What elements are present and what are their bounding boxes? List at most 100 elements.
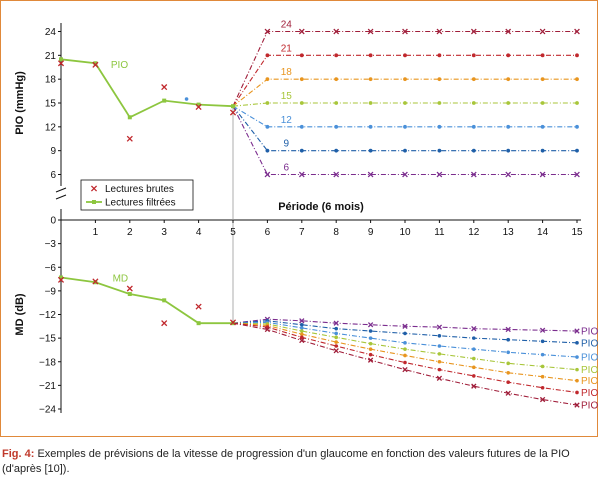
top-raw-point bbox=[195, 103, 202, 111]
bottom-forecast-point bbox=[575, 378, 579, 383]
top-forecast-point bbox=[575, 53, 579, 58]
bottom-forecast-point bbox=[264, 326, 271, 333]
bottom-forecast-label: PIO = 18 bbox=[581, 376, 599, 387]
top-forecast-point bbox=[470, 171, 477, 178]
top-forecast-point bbox=[298, 171, 305, 178]
bottom-forecast-point bbox=[437, 359, 442, 364]
bottom-forecast-point bbox=[575, 341, 579, 345]
top-forecast-series: 9 bbox=[232, 105, 579, 153]
bottom-raw-point bbox=[195, 303, 202, 310]
bottom-forecast-point bbox=[436, 324, 443, 330]
top-forecast-point bbox=[403, 77, 407, 82]
bottom-forecast-label: PIO = 15 bbox=[581, 365, 599, 376]
top-forecast-point bbox=[437, 101, 442, 105]
bottom-forecast-point bbox=[437, 344, 442, 348]
top-forecast-point bbox=[471, 124, 476, 129]
axis-break-mark bbox=[55, 187, 67, 200]
bottom-forecast-point bbox=[334, 331, 339, 336]
x-tick-label: 8 bbox=[333, 227, 339, 238]
bottom-forecast-line bbox=[232, 322, 578, 394]
x-tick-label: 11 bbox=[434, 227, 445, 238]
top-forecast-point bbox=[368, 53, 373, 58]
top-filtered-point bbox=[231, 104, 235, 109]
bottom-forecast-point bbox=[403, 331, 407, 336]
top-forecast-point bbox=[471, 101, 476, 105]
top-raw-point bbox=[57, 60, 65, 67]
bottom-forecast-point bbox=[334, 344, 339, 348]
bottom-forecast-point bbox=[367, 357, 374, 363]
bottom-y-tick-label: −3 bbox=[45, 239, 57, 250]
bottom-forecast-point bbox=[472, 347, 476, 351]
top-forecast-point bbox=[264, 28, 271, 35]
top-forecast-series: 18 bbox=[232, 67, 579, 107]
figure-caption: Fig. 4: Exemples de prévisions de la vit… bbox=[2, 447, 598, 477]
bottom-forecast-point bbox=[506, 361, 511, 366]
top-y-tick-label: 12 bbox=[45, 122, 57, 133]
top-filtered-point bbox=[162, 98, 167, 103]
bottom-forecast-point bbox=[574, 328, 580, 334]
bottom-forecast-point bbox=[575, 367, 579, 372]
top-forecast-series: 6 bbox=[232, 105, 580, 178]
top-y-tick-label: 18 bbox=[45, 75, 57, 86]
top-forecast-label: 6 bbox=[284, 163, 290, 174]
bottom-forecast-point bbox=[368, 341, 373, 346]
top-forecast-point bbox=[265, 53, 270, 58]
bottom-forecast-point bbox=[540, 364, 545, 369]
bottom-forecast-point bbox=[540, 385, 545, 390]
top-forecast-point bbox=[471, 77, 476, 82]
top-forecast-point bbox=[367, 28, 374, 35]
top-forecast-line bbox=[232, 30, 577, 107]
top-forecast-series: 15 bbox=[232, 91, 579, 107]
bottom-filtered-point bbox=[196, 321, 201, 326]
bottom-y-axis-title: MD (dB) bbox=[14, 293, 26, 335]
bottom-forecast-point bbox=[403, 347, 407, 351]
top-forecast-point bbox=[506, 148, 511, 153]
bottom-forecast-point bbox=[575, 355, 579, 359]
top-y-tick-label: 15 bbox=[45, 99, 57, 110]
bottom-forecast-series: PIO = 12 bbox=[232, 320, 599, 364]
bottom-y-tick-label: −6 bbox=[45, 263, 57, 274]
bottom-forecast-point bbox=[575, 390, 579, 395]
top-forecast-point bbox=[575, 101, 579, 105]
bottom-forecast-point bbox=[574, 402, 580, 408]
bottom-forecast-point bbox=[472, 374, 476, 378]
bottom-forecast-point bbox=[472, 365, 476, 370]
bottom-raw-point bbox=[92, 278, 99, 285]
bottom-forecast-point bbox=[333, 348, 339, 354]
top-forecast-label: 9 bbox=[284, 139, 290, 150]
top-y-tick-label: 9 bbox=[50, 146, 56, 157]
legend-filtered-text: Lectures filtrées bbox=[105, 198, 176, 209]
top-forecast-point bbox=[299, 124, 304, 129]
top-forecast-point bbox=[574, 28, 580, 35]
x-tick-label: 5 bbox=[230, 227, 236, 238]
caption-label: Fig. 4: bbox=[2, 448, 35, 460]
top-forecast-point bbox=[334, 148, 339, 153]
bottom-forecast-point bbox=[471, 326, 477, 332]
top-forecast-label: 21 bbox=[281, 43, 293, 54]
top-extra-point bbox=[184, 97, 189, 101]
top-forecast-point bbox=[403, 148, 407, 153]
bottom-y-tick-label: −21 bbox=[39, 381, 56, 392]
x-tick-label: 2 bbox=[127, 227, 133, 238]
bottom-forecast-point bbox=[368, 329, 373, 333]
top-forecast-point bbox=[403, 101, 407, 105]
top-forecast-point bbox=[506, 124, 511, 129]
top-filtered-line bbox=[60, 58, 234, 119]
top-forecast-point bbox=[437, 124, 442, 129]
top-forecast-point bbox=[506, 77, 511, 82]
bottom-forecast-point bbox=[436, 375, 443, 381]
bottom-y-tick-label: −18 bbox=[39, 357, 56, 368]
top-forecast-point bbox=[575, 77, 579, 82]
bottom-forecast-label: PIO = 6 bbox=[581, 327, 599, 338]
top-forecast-point bbox=[574, 171, 580, 178]
bottom-forecast-point bbox=[368, 347, 373, 351]
top-forecast-point bbox=[471, 53, 476, 58]
bottom-forecast-point bbox=[334, 326, 339, 331]
top-forecast-point bbox=[333, 28, 340, 35]
bottom-forecast-point bbox=[368, 352, 373, 357]
bottom-forecast-point bbox=[506, 380, 511, 385]
bottom-forecast-label: PIO = 24 bbox=[581, 401, 599, 412]
top-y-tick-label: 21 bbox=[45, 51, 57, 62]
x-tick-label: 13 bbox=[503, 227, 515, 238]
bottom-forecast-point bbox=[402, 323, 408, 329]
